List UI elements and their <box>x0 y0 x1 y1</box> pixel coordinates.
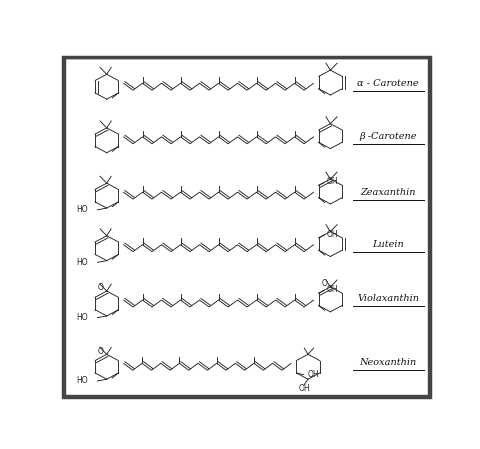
Text: Neoxanthin: Neoxanthin <box>359 358 416 367</box>
Text: OH: OH <box>326 177 338 186</box>
Text: HO: HO <box>76 258 88 267</box>
Text: O: O <box>98 283 104 292</box>
Text: OH: OH <box>307 370 318 379</box>
Text: OH: OH <box>326 285 338 294</box>
Text: HO: HO <box>76 376 88 385</box>
Text: HO: HO <box>76 205 88 214</box>
Text: Lutein: Lutein <box>372 240 403 249</box>
Text: O: O <box>98 347 104 356</box>
Text: α - Carotene: α - Carotene <box>357 79 418 88</box>
Text: Violaxanthin: Violaxanthin <box>357 294 418 303</box>
Text: O: O <box>321 279 327 288</box>
Text: HO: HO <box>76 313 88 322</box>
Text: OH: OH <box>298 384 310 393</box>
Text: OH: OH <box>326 230 338 239</box>
Text: Zeaxanthin: Zeaxanthin <box>360 188 415 197</box>
Text: β -Carotene: β -Carotene <box>359 132 416 141</box>
